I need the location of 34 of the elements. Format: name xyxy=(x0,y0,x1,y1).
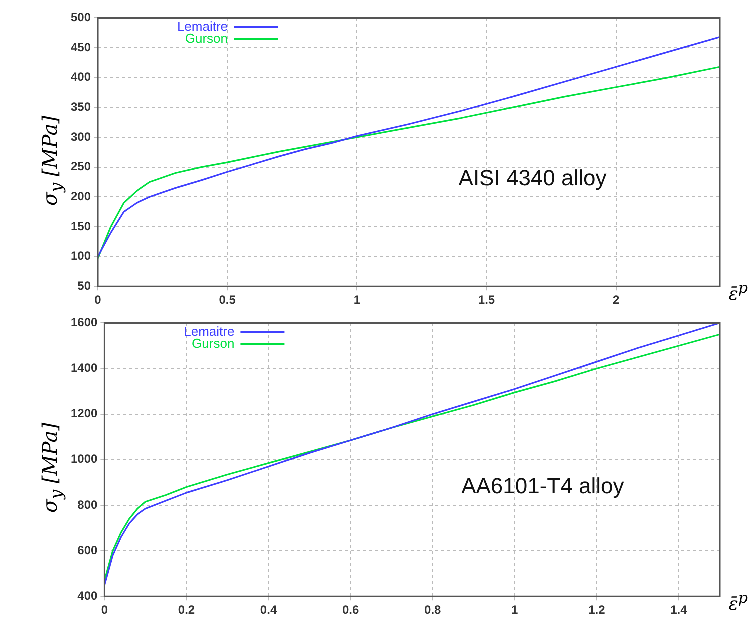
x-tick-label: 0.2 xyxy=(178,603,196,618)
x-tick-label: 2 xyxy=(612,293,620,308)
y-tick-label: 1000 xyxy=(70,452,98,466)
y-tick-label: 450 xyxy=(70,40,92,54)
y-tick-label: 1400 xyxy=(70,361,98,376)
x-tick-label: 0 xyxy=(94,293,102,308)
x-tick-label: 1.5 xyxy=(478,293,496,308)
annotation: AISI 4340 alloy xyxy=(458,165,607,190)
x-tick-label: 0.8 xyxy=(424,603,442,618)
x-tick-label: 1.2 xyxy=(588,603,606,618)
x-tick-label: 1 xyxy=(354,293,361,308)
x-tick-label: 1 xyxy=(512,603,519,618)
y-tick-label: 50 xyxy=(78,278,92,293)
y-tick-label: 1200 xyxy=(70,406,98,421)
y-tick-label: 100 xyxy=(70,249,92,264)
x-tick-label: 0.6 xyxy=(342,603,360,618)
x-tick-label: 0 xyxy=(101,603,108,618)
y-tick-label: 600 xyxy=(78,543,98,558)
annotation: AA6101-T4 alloy xyxy=(462,473,624,498)
y-tick-label: 200 xyxy=(70,189,92,204)
x-tick-label: 0.5 xyxy=(219,293,236,308)
x-tick-label: 1.4 xyxy=(670,603,688,618)
x-axis-title: ε̄$^{p}$ xyxy=(728,279,748,305)
y-tick-label: 800 xyxy=(78,498,98,512)
y-tick-label: 400 xyxy=(78,588,98,603)
y-tick-label: 250 xyxy=(70,160,92,174)
y-tick-label: 500 xyxy=(70,10,92,25)
x-tick-label: 0.4 xyxy=(260,603,278,618)
y-tick-label: 350 xyxy=(70,100,92,114)
y-tick-label: 400 xyxy=(70,70,92,84)
x-axis-title: ε̄$^{p}$ xyxy=(728,589,748,615)
y-tick-label: 300 xyxy=(70,130,92,144)
y-tick-label: 150 xyxy=(70,219,92,234)
y-tick-label: 1600 xyxy=(70,316,98,330)
